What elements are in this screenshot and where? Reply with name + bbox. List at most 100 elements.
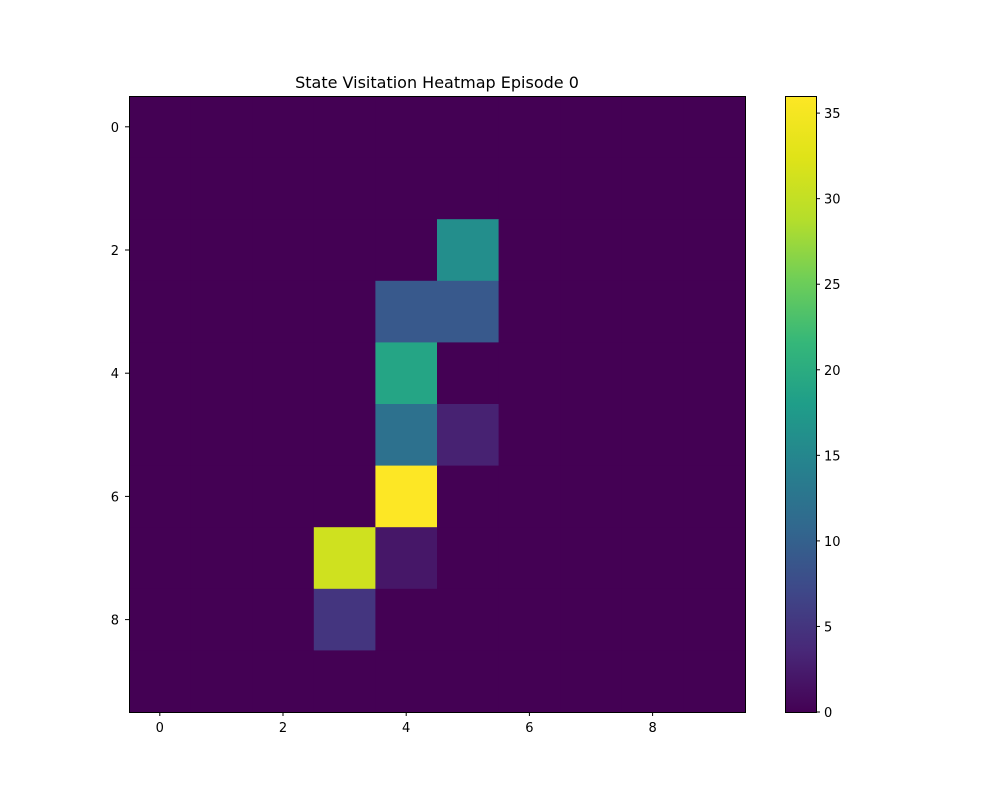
heatmap-cell [621, 219, 684, 282]
heatmap-cell [252, 157, 315, 220]
heatmap-cell [129, 404, 192, 467]
heatmap-cell [252, 527, 315, 590]
heatmap-cells [129, 96, 746, 713]
heatmap-cell [252, 219, 315, 282]
heatmap-cell [375, 465, 438, 528]
colorbar-tick-label: 15 [824, 449, 841, 464]
heatmap-cell [621, 404, 684, 467]
heatmap-cell [129, 342, 192, 405]
heatmap-cell [190, 527, 253, 590]
heatmap-cell [621, 157, 684, 220]
colorbar: 0 5 10 15 20 25 30 35 [785, 96, 841, 721]
heatmap-cell [498, 157, 561, 220]
heatmap-cell [313, 157, 376, 220]
heatmap-cell [683, 342, 746, 405]
y-tick-label: 2 [111, 244, 119, 259]
heatmap-cell [621, 280, 684, 343]
heatmap-cell [437, 465, 500, 528]
heatmap-cell [498, 527, 561, 590]
x-axis: 0 2 4 6 8 [156, 712, 657, 736]
heatmap-cell [375, 404, 438, 467]
heatmap-cell [683, 157, 746, 220]
heatmap-cell [190, 157, 253, 220]
heatmap-cell [129, 280, 192, 343]
heatmap-cell [498, 650, 561, 713]
heatmap-cell [621, 96, 684, 159]
colorbar-ticks: 0 5 10 15 20 25 30 35 [816, 107, 841, 721]
heatmap-cell [313, 465, 376, 528]
x-tick-label: 8 [648, 721, 656, 736]
heatmap-cell [252, 404, 315, 467]
heatmap-cell [375, 280, 438, 343]
heatmap-cell [683, 96, 746, 159]
heatmap-cell [252, 588, 315, 651]
x-tick-label: 0 [156, 721, 164, 736]
heatmap-cell [621, 527, 684, 590]
heatmap-cell [313, 219, 376, 282]
heatmap-cell [498, 404, 561, 467]
colorbar-gradient [785, 96, 816, 712]
heatmap-cell [683, 280, 746, 343]
heatmap-cell [560, 404, 623, 467]
heatmap-cell [313, 280, 376, 343]
heatmap-cell [560, 96, 623, 159]
heatmap-cell [252, 465, 315, 528]
heatmap-cell [560, 465, 623, 528]
heatmap-cell [313, 650, 376, 713]
heatmap-cell [683, 588, 746, 651]
heatmap-cell [375, 527, 438, 590]
heatmap-cell [498, 280, 561, 343]
colorbar-tick-label: 5 [824, 620, 832, 635]
colorbar-tick-label: 25 [824, 278, 841, 293]
x-tick-label: 4 [402, 721, 410, 736]
heatmap-cell [437, 96, 500, 159]
heatmap-cell [621, 342, 684, 405]
heatmap-cell [683, 219, 746, 282]
x-tick-label: 2 [279, 721, 287, 736]
heatmap-cell [683, 650, 746, 713]
heatmap-cell [190, 96, 253, 159]
heatmap-cell [437, 219, 500, 282]
colorbar-tick-label: 35 [824, 107, 841, 122]
heatmap-cell [683, 404, 746, 467]
chart-title: State Visitation Heatmap Episode 0 [295, 73, 579, 92]
heatmap-cell [190, 465, 253, 528]
heatmap-cell [683, 527, 746, 590]
y-tick-label: 8 [111, 614, 119, 629]
heatmap-cell [375, 157, 438, 220]
colorbar-tick-label: 0 [824, 706, 832, 721]
heatmap-cell [498, 588, 561, 651]
heatmap-cell [621, 588, 684, 651]
heatmap-cell [560, 650, 623, 713]
heatmap-cell [313, 404, 376, 467]
heatmap-cell [437, 588, 500, 651]
heatmap-cell [129, 588, 192, 651]
heatmap-cell [375, 96, 438, 159]
heatmap-cell [129, 650, 192, 713]
heatmap-cell [621, 465, 684, 528]
heatmap-cell [129, 219, 192, 282]
heatmap-cell [437, 342, 500, 405]
heatmap-cell [190, 650, 253, 713]
heatmap-cell [129, 527, 192, 590]
heatmap-cell [252, 650, 315, 713]
heatmap-cell [190, 280, 253, 343]
heatmap-cell [252, 96, 315, 159]
heatmap-cell [375, 588, 438, 651]
heatmap-cell [375, 342, 438, 405]
heatmap-cell [498, 465, 561, 528]
x-tick-label: 6 [525, 721, 533, 736]
heatmap-cell [190, 342, 253, 405]
heatmap-cell [560, 157, 623, 220]
y-axis: 0 2 4 6 8 [111, 121, 129, 629]
heatmap-cell [621, 650, 684, 713]
heatmap-cell [560, 527, 623, 590]
heatmap-cell [437, 650, 500, 713]
heatmap-cell [498, 96, 561, 159]
heatmap-cell [560, 219, 623, 282]
heatmap-cell [437, 527, 500, 590]
heatmap-cell [498, 219, 561, 282]
heatmap-cell [129, 157, 192, 220]
heatmap-cell [437, 157, 500, 220]
